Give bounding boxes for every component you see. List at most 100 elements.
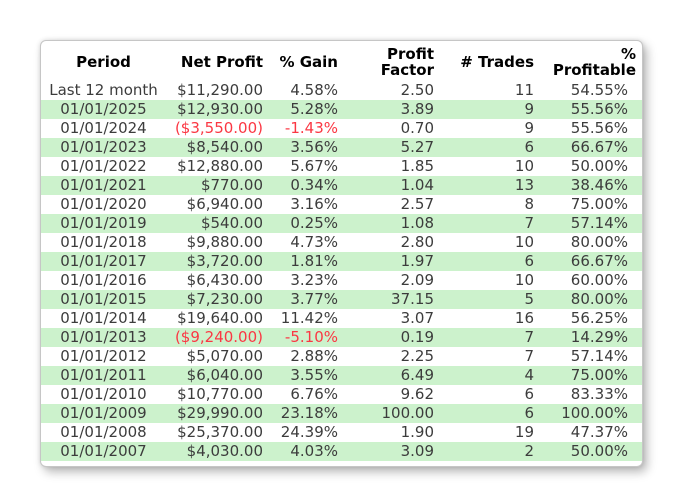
cell-period: 01/01/2014 — [60, 309, 147, 327]
cell-pct-gain: 3.16% — [290, 195, 338, 213]
cell-num-trades: 7 — [524, 328, 534, 346]
cell-pct-gain: -1.43% — [284, 119, 338, 137]
cell-pct-gain: 5.67% — [290, 157, 338, 175]
col-header-pct-profitable-line1: % — [620, 45, 636, 63]
cell-pct-profitable: 83.33% — [570, 385, 628, 403]
cell-pct-gain: 4.58% — [290, 81, 338, 99]
cell-period: 01/01/2023 — [60, 138, 147, 156]
cell-profit-factor: 2.80 — [400, 233, 434, 251]
cell-num-trades: 2 — [524, 442, 534, 460]
cell-profit-factor: 5.27 — [400, 138, 434, 156]
cell-profit-factor: 1.85 — [400, 157, 434, 175]
cell-pct-profitable: 60.00% — [570, 271, 628, 289]
cell-period: 01/01/2017 — [60, 252, 147, 270]
cell-period: 01/01/2008 — [60, 423, 147, 441]
table-header: Period Net Profit % Gain Profit Factor #… — [41, 44, 642, 81]
cell-profit-factor: 3.89 — [400, 100, 434, 118]
cell-period: 01/01/2022 — [60, 157, 147, 175]
cell-period: 01/01/2020 — [60, 195, 147, 213]
col-header-profit-factor: Profit Factor — [338, 44, 434, 81]
cell-num-trades: 13 — [514, 176, 534, 194]
table-row: 01/01/2015 $7,230.00 3.77% 37.15 5 80.00% — [41, 290, 642, 309]
cell-pct-gain: 4.73% — [290, 233, 338, 251]
cell-net-profit: $11,290.00 — [177, 81, 263, 99]
col-header-num-trades: # Trades — [460, 53, 534, 71]
cell-net-profit: $19,640.00 — [177, 309, 263, 327]
performance-table-card: Period Net Profit % Gain Profit Factor #… — [40, 40, 643, 467]
cell-period: 01/01/2021 — [60, 176, 147, 194]
table-row: 01/01/2013 ($9,240.00) -5.10% 0.19 7 14.29% — [41, 328, 642, 347]
table-row: 01/01/2009 $29,990.00 23.18% 100.00 6 100.00% — [41, 404, 642, 423]
table-row: 01/01/2020 $6,940.00 3.16% 2.57 8 75.00% — [41, 195, 642, 214]
cell-profit-factor: 100.00 — [381, 404, 435, 422]
cell-num-trades: 6 — [524, 385, 534, 403]
cell-num-trades: 7 — [524, 347, 534, 365]
cell-profit-factor: 3.09 — [400, 442, 434, 460]
cell-pct-gain: 0.34% — [290, 176, 338, 194]
cell-pct-profitable: 47.37% — [570, 423, 628, 441]
cell-pct-profitable: 14.29% — [570, 328, 628, 346]
cell-profit-factor: 1.90 — [400, 423, 434, 441]
table-row: 01/01/2011 $6,040.00 3.55% 6.49 4 75.00% — [41, 366, 642, 385]
cell-period: 01/01/2013 — [60, 328, 147, 346]
table-row: 01/01/2008 $25,370.00 24.39% 1.90 19 47.37% — [41, 423, 642, 442]
table-row: 01/01/2023 $8,540.00 3.56% 5.27 6 66.67% — [41, 138, 642, 157]
cell-net-profit: $12,930.00 — [177, 100, 263, 118]
table-row: 01/01/2025 $12,930.00 5.28% 3.89 9 55.56% — [41, 100, 642, 119]
table-row: 01/01/2019 $540.00 0.25% 1.08 7 57.14% — [41, 214, 642, 233]
cell-pct-profitable: 38.46% — [570, 176, 628, 194]
cell-num-trades: 7 — [524, 214, 534, 232]
col-header-profit-factor-line1: Profit — [387, 45, 434, 63]
table-row: Last 12 month $11,290.00 4.58% 2.50 11 54.55% — [41, 81, 642, 100]
col-header-profit-factor-line2: Factor — [380, 61, 434, 79]
cell-period: 01/01/2024 — [60, 119, 147, 137]
cell-period: 01/01/2015 — [60, 290, 147, 308]
col-header-pct-gain: % Gain — [279, 53, 338, 71]
cell-pct-profitable: 55.56% — [570, 119, 628, 137]
cell-profit-factor: 1.08 — [400, 214, 434, 232]
cell-period: 01/01/2025 — [60, 100, 147, 118]
annual-performance-table: Period Net Profit % Gain Profit Factor #… — [41, 44, 642, 461]
cell-net-profit: $25,370.00 — [177, 423, 263, 441]
cell-net-profit: $7,230.00 — [186, 290, 263, 308]
cell-pct-profitable: 54.55% — [570, 81, 628, 99]
cell-num-trades: 4 — [524, 366, 534, 384]
cell-num-trades: 9 — [524, 119, 534, 137]
cell-num-trades: 5 — [524, 290, 534, 308]
cell-net-profit: $10,770.00 — [177, 385, 263, 403]
cell-period: Last 12 month — [49, 81, 158, 99]
cell-num-trades: 10 — [514, 271, 534, 289]
col-header-pct-profitable-line2: Profitable — [552, 61, 636, 79]
cell-profit-factor: 2.50 — [400, 81, 434, 99]
cell-profit-factor: 1.04 — [400, 176, 434, 194]
cell-pct-profitable: 55.56% — [570, 100, 628, 118]
cell-profit-factor: 6.49 — [400, 366, 434, 384]
cell-pct-profitable: 50.00% — [570, 157, 628, 175]
cell-pct-profitable: 57.14% — [570, 214, 628, 232]
col-header-pct-profitable: % Profitable — [534, 44, 642, 81]
cell-profit-factor: 1.97 — [400, 252, 434, 270]
cell-num-trades: 6 — [524, 404, 534, 422]
table-row: 01/01/2022 $12,880.00 5.67% 1.85 10 50.00% — [41, 157, 642, 176]
table-row: 01/01/2017 $3,720.00 1.81% 1.97 6 66.67% — [41, 252, 642, 271]
cell-period: 01/01/2019 — [60, 214, 147, 232]
cell-net-profit: $12,880.00 — [177, 157, 263, 175]
table-row: 01/01/2010 $10,770.00 6.76% 9.62 6 83.33% — [41, 385, 642, 404]
table-row: 01/01/2014 $19,640.00 11.42% 3.07 16 56.25% — [41, 309, 642, 328]
cell-net-profit: $6,940.00 — [186, 195, 263, 213]
cell-net-profit: $3,720.00 — [186, 252, 263, 270]
cell-profit-factor: 9.62 — [400, 385, 434, 403]
cell-pct-gain: 23.18% — [280, 404, 338, 422]
table-row: 01/01/2021 $770.00 0.34% 1.04 13 38.46% — [41, 176, 642, 195]
cell-profit-factor: 3.07 — [400, 309, 434, 327]
cell-pct-gain: 3.77% — [290, 290, 338, 308]
cell-period: 01/01/2011 — [60, 366, 147, 384]
cell-profit-factor: 0.70 — [400, 119, 434, 137]
cell-num-trades: 11 — [514, 81, 534, 99]
table-body: Last 12 month $11,290.00 4.58% 2.50 11 54.55%… — [41, 81, 642, 461]
cell-pct-profitable: 66.67% — [570, 138, 628, 156]
cell-profit-factor: 2.09 — [400, 271, 434, 289]
cell-pct-gain: 5.28% — [290, 100, 338, 118]
cell-pct-gain: 3.56% — [290, 138, 338, 156]
cell-period: 01/01/2007 — [60, 442, 147, 460]
